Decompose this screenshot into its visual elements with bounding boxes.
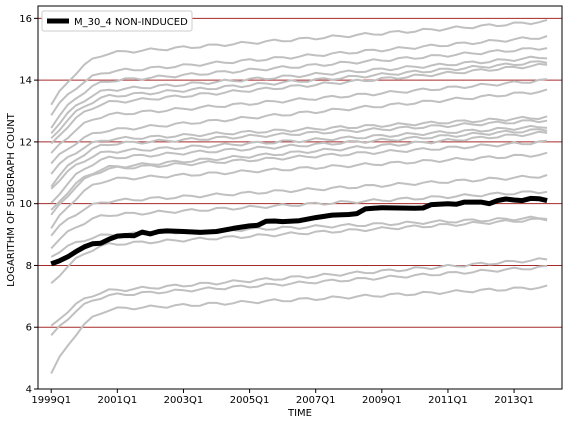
x-tick-label: 2013Q1 (494, 395, 534, 406)
background-series-line (50, 115, 548, 175)
x-tick-label: 2007Q1 (296, 395, 336, 406)
background-series-line (50, 47, 548, 129)
background-series-line (50, 174, 548, 237)
x-axis-ticks: 1999Q1 2001Q1 2003Q1 2005Q1 2007Q1 2009Q1 2011… (31, 389, 534, 406)
y-axis-ticks: 4 6 8 10 12 14 16 (19, 14, 38, 396)
series-line-m-30-4-non-induced (50, 195, 548, 267)
background-series-line (50, 35, 548, 116)
background-series-line (50, 217, 548, 285)
legend: M_30_4 NON-INDUCED (41, 10, 193, 32)
background-series-line (50, 62, 548, 145)
background-series-line (50, 124, 548, 190)
background-series-line (50, 60, 548, 139)
background-series-line (50, 284, 548, 375)
background-series-line (50, 257, 548, 327)
highlight-series-layer (50, 195, 548, 267)
x-tick-label: 2003Q1 (164, 395, 204, 406)
x-tick-label: 2011Q1 (428, 395, 468, 406)
background-series-layer (50, 18, 548, 375)
background-series-line (50, 190, 548, 250)
plot-frame (37, 5, 563, 390)
x-tick-label: 2001Q1 (98, 395, 138, 406)
background-series-line (50, 215, 548, 258)
background-series-line (50, 128, 548, 204)
y-tick-label: 6 (26, 323, 32, 334)
y-tick-label: 16 (19, 14, 32, 25)
y-tick-label: 8 (26, 261, 32, 272)
x-tick-label: 2005Q1 (230, 395, 270, 406)
y-axis-label: LOGARITHM OF SUBGRAPH COUNT (6, 112, 17, 287)
y-tick-label: 12 (19, 137, 32, 148)
x-tick-label: 1999Q1 (31, 395, 71, 406)
legend-box (41, 10, 193, 32)
background-series-line (50, 264, 548, 336)
y-tick-label: 14 (19, 76, 32, 87)
background-series-line (50, 18, 548, 106)
x-axis-label: TIME (287, 408, 312, 419)
y-tick-label: 4 (26, 385, 32, 396)
legend-label: M_30_4 NON-INDUCED (74, 17, 188, 28)
x-tick-label: 2009Q1 (362, 395, 402, 406)
background-series-line (50, 119, 548, 188)
background-series-line (50, 151, 548, 229)
background-series-line (50, 88, 548, 165)
background-series-line (50, 139, 548, 216)
background-series-line (50, 55, 548, 135)
background-series-line (50, 78, 548, 154)
y-tick-label: 10 (19, 199, 32, 210)
background-series-line (50, 130, 548, 211)
